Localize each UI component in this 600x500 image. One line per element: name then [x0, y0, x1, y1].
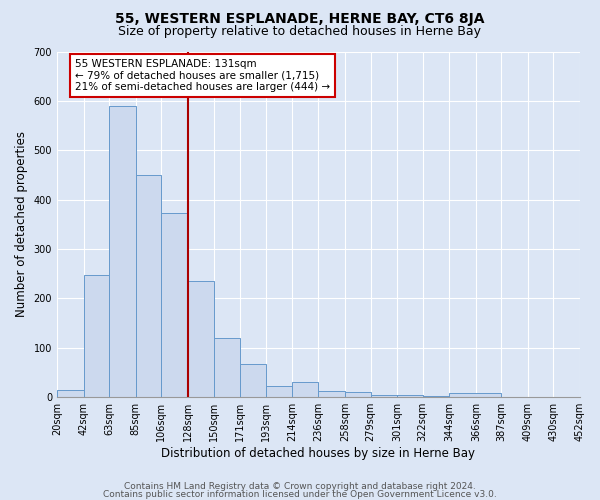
Text: Contains HM Land Registry data © Crown copyright and database right 2024.: Contains HM Land Registry data © Crown c… [124, 482, 476, 491]
Bar [57, 390, 83, 397]
Bar [214, 338, 240, 397]
Bar [188, 281, 214, 397]
Bar [397, 394, 422, 397]
Text: 55 WESTERN ESPLANADE: 131sqm
← 79% of detached houses are smaller (1,715)
21% of: 55 WESTERN ESPLANADE: 131sqm ← 79% of de… [75, 59, 330, 92]
Bar [345, 392, 371, 397]
Bar [449, 394, 501, 397]
Bar [136, 175, 161, 397]
Bar [161, 213, 188, 397]
Bar [240, 364, 266, 397]
Text: 55, WESTERN ESPLANADE, HERNE BAY, CT6 8JA: 55, WESTERN ESPLANADE, HERNE BAY, CT6 8J… [115, 12, 485, 26]
Bar [292, 382, 319, 397]
Bar [422, 396, 449, 397]
Bar [109, 106, 136, 397]
X-axis label: Distribution of detached houses by size in Herne Bay: Distribution of detached houses by size … [161, 447, 475, 460]
Text: Contains public sector information licensed under the Open Government Licence v3: Contains public sector information licen… [103, 490, 497, 499]
Bar [371, 394, 397, 397]
Bar [319, 391, 345, 397]
Bar [83, 274, 109, 397]
Y-axis label: Number of detached properties: Number of detached properties [15, 132, 28, 318]
Bar [266, 386, 292, 397]
Text: Size of property relative to detached houses in Herne Bay: Size of property relative to detached ho… [119, 25, 482, 38]
